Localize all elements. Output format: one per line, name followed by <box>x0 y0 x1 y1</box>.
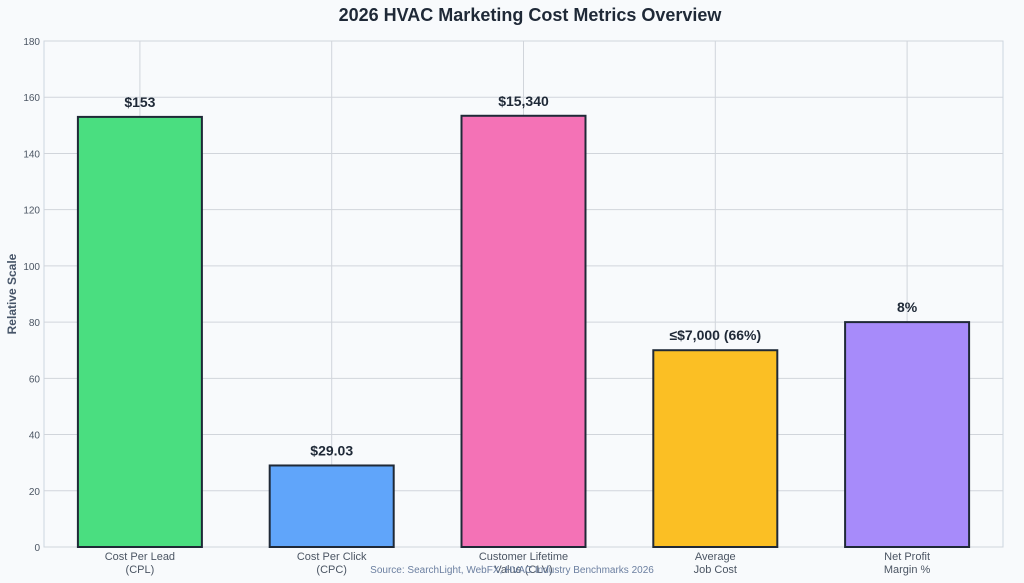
y-tick-label: 180 <box>23 37 40 48</box>
bar <box>76 115 203 549</box>
y-tick-label: 60 <box>29 374 41 385</box>
data-label: $29.03 <box>310 442 353 458</box>
x-tick-label: Average <box>695 551 736 563</box>
y-tick-label: 100 <box>23 262 40 273</box>
y-tick-label: 140 <box>23 149 40 160</box>
x-tick-label: Value (CLV) <box>494 564 552 576</box>
y-axis-label: Relative Scale <box>5 253 19 334</box>
x-tick-label: Cost Per Lead <box>105 551 175 563</box>
y-tick-label: 0 <box>34 543 40 554</box>
x-tick-label: Net Profit <box>884 551 930 563</box>
x-tick-label: Margin % <box>884 564 931 576</box>
x-axis: Cost Per Lead(CPL) Cost Per Click(CPC) Cus… <box>105 551 931 576</box>
y-tick-label: 160 <box>23 93 40 104</box>
y-tick-label: 40 <box>29 431 41 442</box>
bar <box>844 321 971 548</box>
data-label: ≤$7,000 (66%) <box>669 327 761 343</box>
data-label: $15,340 <box>498 93 549 109</box>
source-note: Source: SearchLight, WebFX, HVAC Industr… <box>370 565 654 576</box>
y-axis: 0 20 40 60 80 100 120 140 160 180 <box>23 37 40 554</box>
x-tick-label: Job Cost <box>694 564 737 576</box>
x-tick-label: (CPC) <box>316 564 347 576</box>
bars: $153 $29.03 $15,340 ≤$7,000 (66%) 8% <box>76 93 971 549</box>
y-tick-label: 120 <box>23 206 40 217</box>
bar <box>268 464 395 549</box>
data-label: 8% <box>897 299 918 315</box>
y-tick-label: 80 <box>29 318 41 329</box>
x-tick-label: (CPL) <box>126 564 155 576</box>
y-tick-label: 20 <box>29 487 41 498</box>
x-tick-label: Customer Lifetime <box>479 551 568 563</box>
bar <box>652 349 779 548</box>
chart-title: 2026 HVAC Marketing Cost Metrics Overvie… <box>339 5 723 25</box>
x-tick-label: Cost Per Click <box>297 551 367 563</box>
data-label: $153 <box>124 94 155 110</box>
bar <box>460 114 587 549</box>
